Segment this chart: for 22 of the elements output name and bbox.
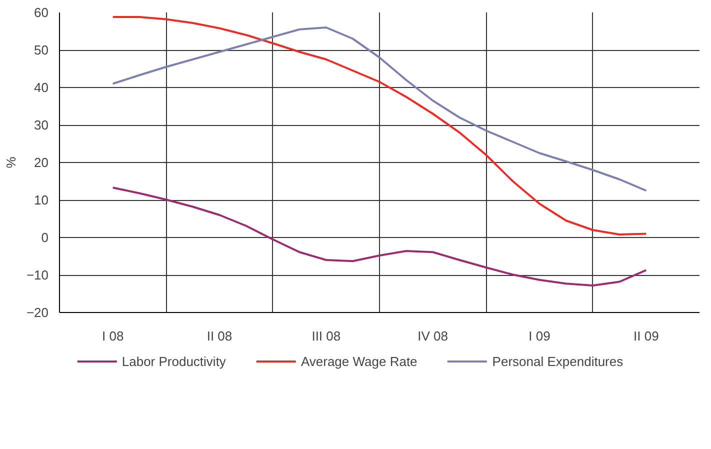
y-tick-label: 20 [34,155,49,170]
x-tick-label: II 09 [634,328,659,344]
y-tick-label: 60 [34,5,49,20]
y-tick-label: 40 [34,80,49,95]
y-tick-label: 50 [34,42,49,58]
x-tick-label: I 08 [102,328,124,344]
line-series [112,186,648,286]
y-tick-label: 10 [34,192,49,208]
legend-label: Labor Productivity [122,354,226,368]
line-series [112,16,648,236]
x-tick-label: II 08 [206,328,232,344]
y-tick-label: −10 [26,268,49,282]
y-tick-label: 30 [34,118,49,132]
x-tick-label: IV 08 [418,328,448,344]
y-axis-title: % [3,156,18,168]
x-tick-label: III 08 [312,328,341,344]
legend-label: Personal Expenditures [492,354,624,368]
legend-label: Average Wage Rate [300,354,418,368]
y-tick-label: 0 [41,230,49,245]
x-tick-label: I 09 [528,328,550,344]
y-tick-label: −20 [26,305,49,320]
line-series [112,26,648,192]
